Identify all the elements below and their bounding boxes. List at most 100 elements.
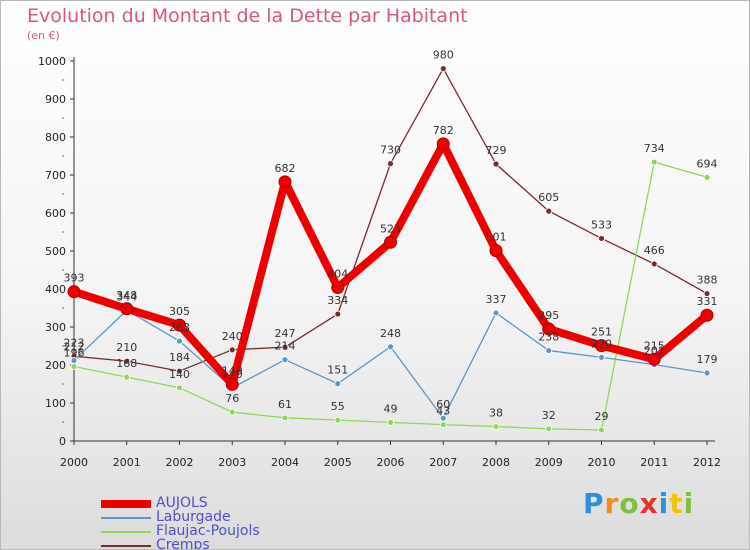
data-point [492, 423, 500, 430]
logo-letter: P [583, 487, 605, 520]
logo-letter: i [658, 487, 670, 520]
legend-swatch [101, 517, 151, 519]
x-tick-label: 2011 [640, 456, 668, 469]
y-tick-label: 0 [59, 435, 66, 448]
data-label: 682 [275, 162, 296, 175]
data-label: 730 [380, 144, 401, 157]
data-point [281, 414, 289, 422]
x-tick-label: 2009 [535, 456, 563, 469]
y-tick-label: 1000 [38, 55, 66, 68]
data-label: 466 [644, 244, 665, 257]
logo-letter: x [639, 487, 659, 520]
data-label: 32 [542, 409, 556, 422]
data-label: 29 [595, 410, 609, 423]
data-label: 43 [436, 405, 450, 418]
data-point [647, 352, 661, 366]
legend-swatch [101, 545, 151, 547]
data-label: 223 [64, 336, 85, 349]
data-label: 151 [327, 364, 348, 377]
data-point [598, 426, 605, 434]
data-point [703, 369, 711, 377]
data-label: 523 [380, 222, 401, 235]
data-label: 210 [116, 341, 137, 354]
y-tick-label: 800 [45, 131, 66, 144]
data-label: 55 [331, 400, 345, 413]
x-tick-label: 2002 [166, 456, 194, 469]
data-label: 348 [116, 289, 137, 302]
data-point [703, 290, 711, 297]
data-label: 305 [169, 305, 190, 318]
logo-letter: o [619, 487, 640, 520]
data-label: 149 [222, 364, 243, 377]
unit-label: (en €) [27, 29, 60, 42]
data-point [545, 347, 553, 354]
data-point [489, 244, 503, 258]
data-label: 337 [486, 293, 507, 306]
data-point [123, 357, 131, 365]
x-tick-label: 2003 [218, 456, 246, 469]
data-label: 240 [222, 330, 243, 343]
data-point [650, 158, 658, 166]
data-point [703, 173, 711, 181]
y-tick-label: 200 [45, 359, 66, 372]
data-point [334, 380, 342, 388]
x-tick-label: 2004 [271, 456, 299, 469]
data-point [439, 421, 447, 429]
data-point [281, 343, 289, 351]
data-point [70, 363, 78, 370]
data-point [278, 175, 292, 189]
legend-swatch [101, 500, 151, 508]
logo-letter: t [669, 487, 684, 520]
data-label: 76 [225, 392, 239, 405]
data-point [384, 235, 397, 249]
x-tick-label: 2010 [588, 456, 616, 469]
data-point [387, 343, 394, 351]
data-label: 140 [169, 368, 190, 381]
data-point [595, 339, 608, 353]
data-point [334, 310, 342, 318]
data-point [225, 377, 239, 391]
data-label: 212 [64, 340, 85, 353]
data-point [439, 65, 447, 72]
series-line-flaujac-poujols [73, 161, 708, 431]
data-point [281, 356, 289, 364]
data-label: 344 [116, 290, 137, 303]
legend-swatch [101, 531, 151, 533]
data-point [387, 418, 394, 426]
data-label: 605 [538, 191, 559, 204]
data-point [598, 353, 605, 361]
data-label: 179 [697, 353, 718, 366]
legend-label: Laburgade [156, 509, 231, 525]
logo-letter: r [604, 487, 620, 520]
legend-label: Cremps [156, 537, 210, 550]
legend-label: AUJOLS [156, 495, 208, 511]
y-tick-label: 400 [45, 283, 66, 296]
data-label: 140 [222, 368, 243, 381]
data-label: 734 [644, 142, 665, 155]
data-label: 501 [486, 231, 507, 244]
data-point [120, 302, 134, 316]
logo-letter: i [683, 487, 695, 520]
y-tick-label: 100 [45, 397, 66, 410]
data-point [387, 160, 394, 168]
x-tick-label: 2008 [482, 456, 510, 469]
data-label: 248 [380, 327, 401, 340]
data-point [545, 425, 553, 433]
data-label: 220 [591, 337, 612, 350]
x-tick-label: 2006 [377, 456, 405, 469]
data-label: 782 [433, 124, 454, 137]
data-label: 184 [169, 351, 190, 364]
data-point [70, 357, 78, 364]
data-label: 49 [384, 402, 398, 415]
data-label: 533 [591, 218, 612, 231]
y-tick-label: 600 [45, 207, 66, 220]
data-point [334, 416, 342, 424]
x-tick-label: 2001 [113, 456, 141, 469]
y-tick-label: 500 [45, 245, 66, 258]
proxiti-logo: Proxiti [583, 487, 694, 520]
data-point [228, 408, 236, 416]
data-point [542, 322, 556, 336]
data-point [650, 260, 658, 268]
